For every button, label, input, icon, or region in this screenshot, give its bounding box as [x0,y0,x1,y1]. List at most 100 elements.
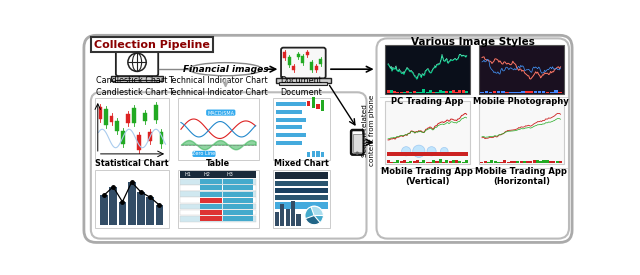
Bar [111,76,163,81]
Bar [426,92,429,93]
Bar [385,101,470,164]
Circle shape [427,147,436,156]
Bar [455,92,458,93]
Bar [396,92,399,93]
Bar [353,134,362,152]
Bar [312,151,315,157]
FancyBboxPatch shape [193,151,216,157]
Bar [422,160,426,163]
Bar [497,162,500,163]
Bar [497,91,500,93]
Bar [280,204,285,226]
Bar [319,59,322,64]
Text: H2: H2 [204,172,211,177]
Bar [104,109,108,125]
Bar [488,92,492,93]
Bar [180,204,257,209]
Text: Candlestick Chart: Candlestick Chart [96,88,167,97]
Bar [276,110,301,114]
Bar [147,197,154,225]
Bar [556,161,559,163]
FancyBboxPatch shape [84,35,572,243]
Bar [541,91,545,93]
Bar [558,92,562,93]
Wedge shape [305,216,320,225]
Bar [273,98,330,160]
Bar [546,160,548,163]
Text: Various Image Styles: Various Image Styles [411,37,534,47]
Bar [200,185,221,191]
Bar [543,160,545,163]
Bar [200,204,221,209]
Bar [223,179,253,184]
Bar [426,162,429,163]
Text: Zero Line: Zero Line [193,152,216,156]
Bar [550,92,554,93]
Bar [180,179,257,185]
Bar [132,108,136,123]
Bar [180,197,257,203]
Bar [275,212,279,225]
Bar [516,161,520,163]
Bar [500,162,503,163]
Bar [526,161,529,163]
Bar [479,101,564,164]
Bar [100,195,108,225]
Bar [509,92,513,93]
Circle shape [413,145,425,157]
Ellipse shape [189,63,262,76]
Bar [479,45,564,94]
Bar [200,216,221,221]
Text: Financial images: Financial images [183,65,268,74]
Bar [552,161,556,163]
Bar [390,162,393,163]
Text: Document: Document [280,76,322,85]
Bar [138,135,141,150]
Bar [143,113,147,120]
Bar [505,92,509,93]
Bar [393,90,396,93]
Text: Document: Document [280,88,322,97]
Bar [507,162,509,163]
Bar [276,78,331,83]
Bar [393,162,396,163]
Bar [546,92,550,93]
Bar [432,92,435,93]
Text: PC Trading App: PC Trading App [391,97,463,106]
Bar [432,160,435,163]
Bar [439,90,442,93]
Circle shape [305,206,323,225]
Circle shape [401,147,411,156]
Bar [490,160,493,163]
Bar [316,104,319,109]
Bar [449,161,452,163]
Bar [396,160,399,163]
Bar [406,90,409,93]
Bar [419,162,422,163]
Bar [458,90,461,93]
Bar [95,170,168,228]
FancyBboxPatch shape [351,130,364,155]
FancyBboxPatch shape [376,39,569,239]
Bar [532,160,536,163]
Bar [148,132,152,141]
Bar [484,161,487,163]
FancyBboxPatch shape [91,92,367,239]
Bar [288,57,291,65]
Bar [422,89,426,93]
Bar [180,191,257,197]
Bar [159,132,163,144]
Bar [292,66,295,70]
Bar [321,100,324,111]
Bar [95,98,168,160]
Bar [301,56,304,63]
Text: Mobile Trading App
(Vertical): Mobile Trading App (Vertical) [381,167,473,186]
Bar [410,161,412,163]
Bar [487,162,490,163]
Bar [121,131,125,144]
Bar [276,125,301,129]
Bar [449,90,452,93]
Bar [461,162,465,163]
Bar [180,171,257,178]
Text: H1: H1 [184,172,191,177]
